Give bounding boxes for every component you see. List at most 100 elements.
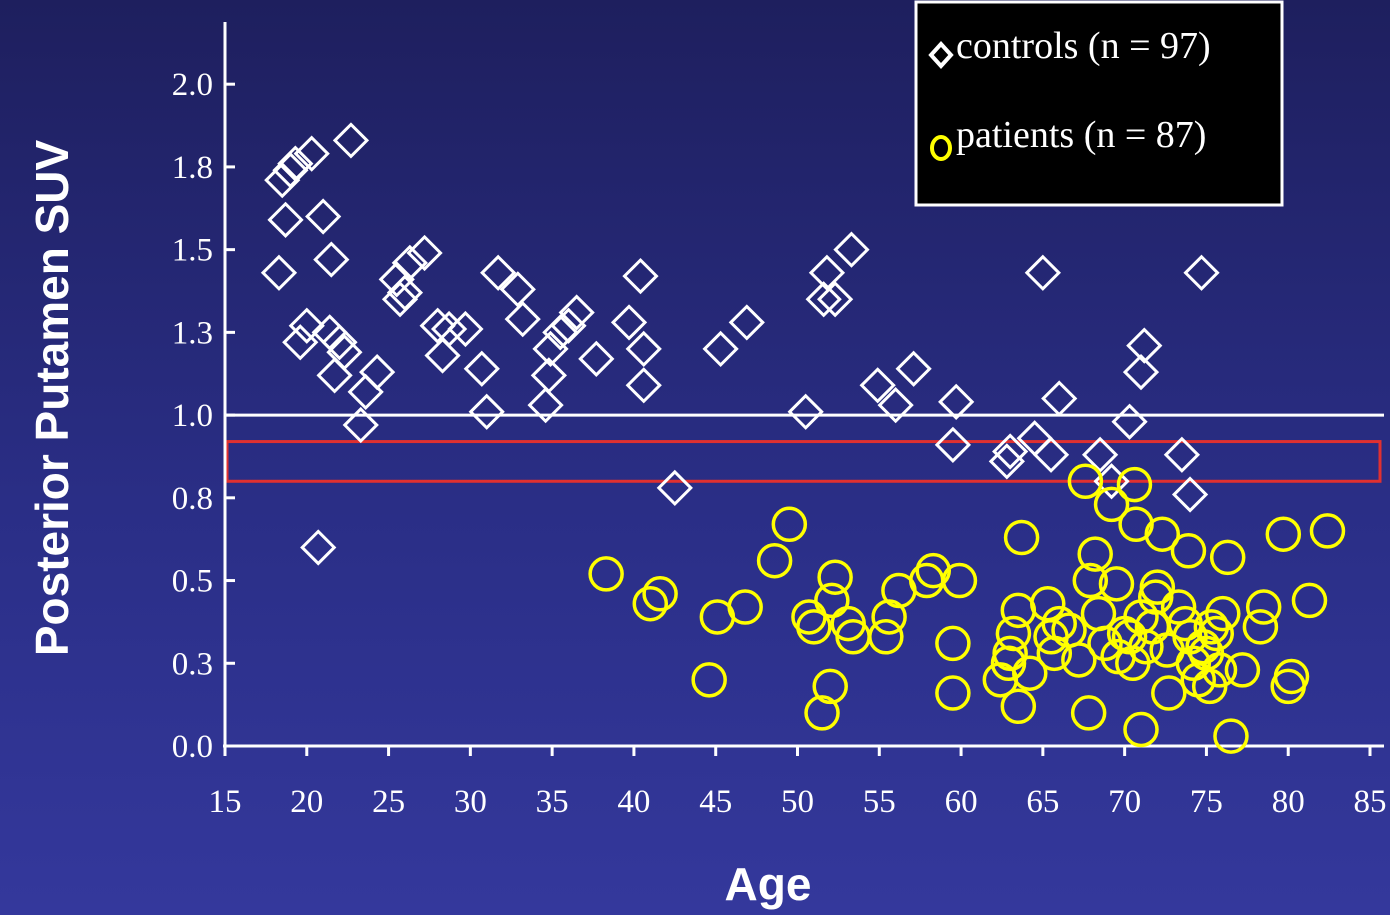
patient-point [915, 552, 952, 589]
patient-point [1041, 605, 1077, 642]
x-tick-label: 60 [945, 784, 978, 820]
patient-point [1070, 695, 1107, 731]
patient-point [1144, 516, 1181, 552]
control-point [550, 307, 587, 344]
x-tick-label: 35 [536, 784, 569, 820]
patient-point [1087, 625, 1123, 662]
patient-point [814, 582, 850, 619]
patient-point [1003, 519, 1040, 556]
patient-point [1291, 582, 1328, 619]
control-point [1183, 254, 1220, 291]
x-tick-label: 25 [372, 784, 405, 820]
patient-point [941, 562, 978, 599]
legend: controls (n = 97) patients (n = 87) [914, 0, 1284, 207]
control-point [938, 383, 975, 420]
control-point [1111, 403, 1148, 440]
control-point [282, 324, 319, 361]
patient-point [1245, 589, 1282, 625]
control-point [1081, 436, 1119, 473]
control-point [625, 330, 662, 368]
patient-point [1242, 609, 1279, 645]
x-axis-title: Age [725, 858, 812, 910]
patient-point [756, 542, 793, 579]
control-point [326, 334, 363, 371]
legend-controls-label: controls (n = 97) [956, 25, 1211, 67]
patient-point [1118, 506, 1154, 543]
patient-point [995, 615, 1032, 652]
legend-patients-label: patients (n = 87) [956, 114, 1206, 156]
y-ticks: 0.0 0.3 0.5 0.8 1.0 1.3 1.5 1.8 2.0 [172, 67, 235, 765]
control-point [391, 244, 428, 281]
control-point [558, 294, 595, 331]
x-tick-label: 50 [781, 784, 814, 820]
control-point [288, 307, 325, 344]
patient-point [1160, 589, 1197, 625]
control-point [300, 529, 337, 566]
patient-point [868, 619, 904, 655]
patient-point [1209, 539, 1246, 576]
legend-patients-circle-icon [930, 135, 952, 161]
patient-point [1170, 533, 1207, 569]
patient-point [1273, 658, 1310, 695]
patient-point [1000, 688, 1037, 725]
patient-point [935, 675, 971, 711]
patient-point [1061, 642, 1097, 678]
control-point [1122, 353, 1160, 391]
y-tick-label: 1.3 [172, 315, 213, 351]
control-point [578, 340, 615, 377]
control-point [622, 257, 659, 295]
control-point [504, 301, 541, 338]
control-point [430, 310, 468, 348]
patient-point [1067, 463, 1104, 500]
patient-point [1116, 466, 1153, 503]
control-point [877, 387, 914, 424]
control-point [347, 373, 384, 411]
y-tick-label: 0.8 [172, 481, 213, 517]
patient-point [1093, 486, 1130, 523]
x-tick-label: 85 [1354, 784, 1387, 820]
control-point [859, 367, 896, 404]
patient-point [642, 576, 678, 612]
control-point [1024, 254, 1061, 291]
control-point [532, 330, 569, 368]
x-tick-label: 20 [290, 784, 323, 820]
patient-point [1077, 536, 1113, 572]
patient-point [1309, 513, 1346, 549]
patient-point [1128, 628, 1164, 665]
control-point [386, 274, 424, 311]
control-point [1126, 327, 1163, 364]
control-point [988, 443, 1025, 480]
control-point [447, 310, 484, 348]
patient-point [1123, 711, 1159, 748]
control-point [342, 406, 379, 444]
y-tick-label: 1.0 [172, 398, 213, 434]
x-tick-label: 75 [1190, 784, 1223, 820]
control-point [625, 367, 662, 404]
control-point [805, 281, 842, 318]
patient-point [1201, 652, 1238, 688]
x-tick-label: 55 [863, 784, 896, 820]
control-point [313, 241, 350, 278]
control-point [816, 281, 854, 318]
patient-point [1051, 612, 1087, 648]
control-point [424, 337, 461, 374]
control-point [463, 350, 500, 387]
patient-point [1193, 609, 1230, 645]
control-point [728, 304, 765, 341]
control-point [260, 254, 298, 291]
patient-point [812, 668, 848, 705]
patient-point [771, 506, 808, 543]
x-tick-label: 15 [209, 784, 242, 820]
control-point [293, 135, 330, 172]
x-ticks: 15 20 25 30 35 40 45 50 55 60 65 70 75 80 85 [209, 746, 1387, 820]
control-point [808, 254, 846, 291]
control-point [934, 426, 972, 463]
control-point [833, 231, 870, 268]
control-point [264, 162, 301, 199]
y-tick-label: 2.0 [172, 67, 213, 103]
patient-point [1012, 655, 1048, 691]
control-point [499, 271, 536, 308]
patient-point [1072, 562, 1109, 599]
control-point [527, 387, 564, 424]
control-point [321, 324, 358, 361]
